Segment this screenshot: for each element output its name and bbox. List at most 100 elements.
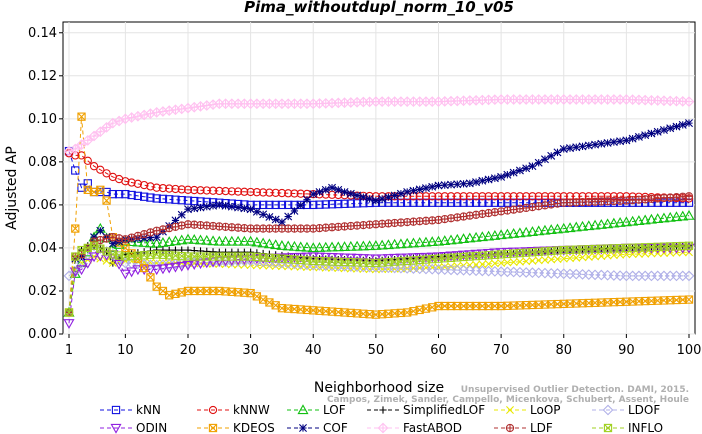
data-point: [509, 301, 518, 310]
data-point: [478, 251, 487, 260]
data-point: [403, 308, 412, 317]
data-point: [458, 233, 470, 244]
data-point: [453, 198, 462, 207]
data-point: [220, 235, 232, 246]
data-point: [365, 310, 374, 319]
data-point: [678, 120, 687, 129]
data-point: [146, 273, 155, 282]
data-point: [578, 245, 587, 254]
data-point: [472, 260, 481, 269]
data-point: [169, 235, 182, 246]
data-point: [177, 288, 186, 297]
data-point: [409, 307, 418, 316]
data-point: [453, 180, 462, 189]
data-point: [471, 198, 481, 207]
legend-marker: [602, 404, 614, 416]
legend-marker: [506, 406, 514, 414]
data-point: [233, 288, 243, 297]
legend-marker: [604, 424, 612, 432]
data-point: [683, 270, 695, 282]
data-point: [641, 296, 650, 306]
data-point: [352, 309, 362, 318]
data-point: [503, 258, 512, 267]
data-point: [69, 143, 81, 155]
data-point: [659, 296, 669, 305]
data-point: [96, 185, 105, 194]
data-point: [115, 117, 123, 125]
data-point: [497, 172, 506, 181]
data-point: [526, 226, 538, 236]
data-point: [489, 229, 501, 240]
data-point: [627, 215, 639, 226]
data-point: [158, 194, 168, 204]
data-point: [653, 296, 662, 305]
data-point: [315, 256, 324, 266]
data-point: [182, 233, 194, 244]
data-point: [503, 170, 512, 179]
data-point: [446, 198, 456, 207]
x-axis: 1 10 20 30 40 50 60 70 80 90 100: [65, 334, 702, 358]
data-point: [484, 175, 493, 184]
y-tick-label: 0.08: [28, 155, 57, 170]
x-tick-label: 20: [180, 343, 197, 358]
data-point: [428, 192, 437, 201]
data-point: [539, 224, 551, 235]
data-point: [572, 299, 581, 308]
data-point: [465, 179, 474, 188]
data-point: [390, 257, 399, 266]
data-point: [590, 244, 600, 254]
data-point: [352, 258, 362, 267]
data-point: [357, 240, 369, 251]
data-point: [328, 183, 337, 192]
data-point: [227, 252, 236, 261]
data-point: [440, 192, 449, 201]
data-point: [88, 130, 100, 142]
data-point: [302, 256, 312, 265]
data-point: [658, 212, 670, 223]
data-point: [63, 319, 75, 329]
data-point: [309, 200, 318, 210]
data-point: [307, 242, 319, 253]
data-point: [559, 245, 568, 255]
data-point: [490, 259, 499, 268]
data-point: [590, 298, 600, 307]
data-point: [641, 131, 650, 140]
data-point: [108, 239, 117, 248]
data-point: [509, 192, 518, 201]
data-point: [653, 242, 662, 252]
data-point: [672, 242, 681, 251]
data-point: [121, 235, 129, 243]
y-tick-label: 0.00: [28, 327, 57, 342]
data-point: [390, 309, 399, 318]
data-point: [609, 251, 618, 260]
data-point: [376, 239, 388, 250]
legend-label: kNNW: [233, 403, 270, 417]
x-axis-label: Neighborhood size: [314, 380, 444, 396]
data-point: [496, 250, 506, 259]
data-point: [401, 237, 413, 248]
data-point: [465, 192, 474, 201]
legend-label: kNN: [136, 403, 161, 417]
data-point: [221, 287, 230, 296]
data-point: [496, 192, 506, 201]
data-point: [82, 134, 94, 146]
legend-item-knnw: kNNW: [197, 403, 270, 417]
data-point: [377, 258, 387, 267]
data-point: [501, 228, 513, 239]
data-point: [234, 248, 242, 256]
data-point: [484, 251, 493, 260]
data-point: [282, 240, 294, 251]
data-point: [114, 251, 124, 260]
data-point: [547, 246, 556, 256]
data-point: [589, 219, 601, 230]
x-tick-label: 100: [677, 343, 702, 358]
data-point: [313, 241, 326, 252]
x-tick-label: 1: [65, 343, 73, 358]
data-point: [107, 117, 119, 129]
data-point: [284, 304, 293, 313]
data-point: [528, 300, 537, 310]
data-point: [377, 310, 387, 319]
data-point: [534, 256, 543, 265]
series-layer: [63, 94, 695, 329]
